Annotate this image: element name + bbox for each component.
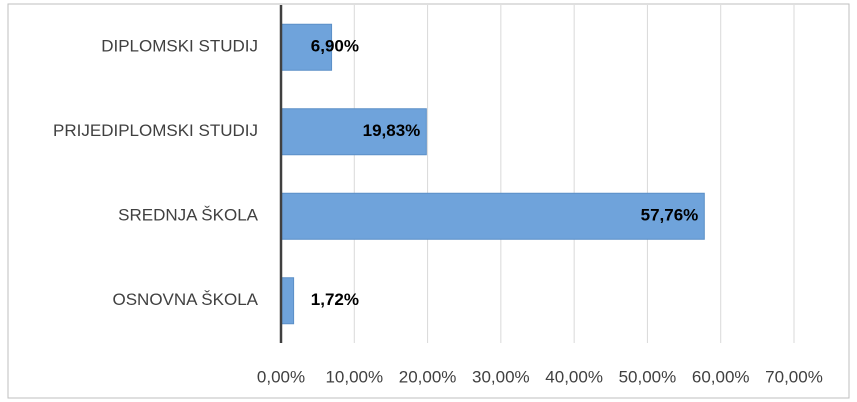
y-tick-label: SREDNJA ŠKOLA: [118, 206, 258, 225]
x-tick-label: 60,00%: [692, 367, 750, 386]
x-tick-label: 0,00%: [257, 367, 305, 386]
y-tick-label: PRIJEDIPLOMSKI STUDIJ: [53, 121, 258, 140]
x-tick-label: 10,00%: [325, 367, 383, 386]
y-tick-label: DIPLOMSKI STUDIJ: [101, 37, 258, 56]
x-tick-label: 70,00%: [765, 367, 823, 386]
x-tick-label: 50,00%: [619, 367, 677, 386]
bar: [280, 192, 705, 240]
x-tick-label: 20,00%: [399, 367, 457, 386]
value-label: 1,72%: [311, 290, 359, 309]
bar: [280, 277, 295, 325]
bar: [280, 23, 333, 71]
x-tick-label: 40,00%: [545, 367, 603, 386]
value-label: 6,90%: [311, 37, 359, 56]
value-label: 19,83%: [363, 121, 421, 140]
value-label: 57,76%: [641, 206, 699, 225]
y-tick-label: OSNOVNA ŠKOLA: [113, 290, 259, 309]
bar: [280, 108, 427, 156]
x-tick-label: 30,00%: [472, 367, 530, 386]
